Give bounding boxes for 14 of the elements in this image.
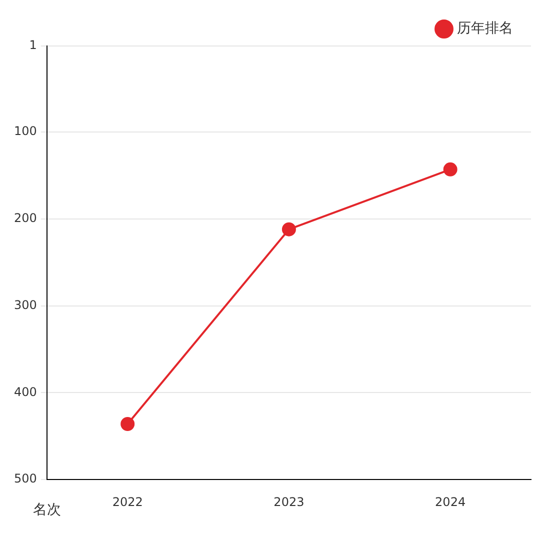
point: [443, 162, 458, 176]
x-tick-label: 2023: [274, 494, 304, 509]
point: [282, 222, 296, 236]
y-tick-label: 100: [14, 124, 37, 138]
y-tick-label: 500: [14, 472, 37, 486]
y-tick-label: 300: [14, 298, 37, 312]
x-tick-label: 2024: [435, 494, 466, 509]
y-tick-label: 400: [14, 384, 37, 399]
y-axis-title: 名次: [32, 502, 61, 518]
legend-label: 历年排名: [457, 20, 513, 37]
y-tick-label: 200: [14, 211, 37, 226]
point: [120, 416, 135, 431]
y-tick-label: 1: [29, 38, 37, 52]
x-tick-label: 2022: [112, 494, 143, 509]
